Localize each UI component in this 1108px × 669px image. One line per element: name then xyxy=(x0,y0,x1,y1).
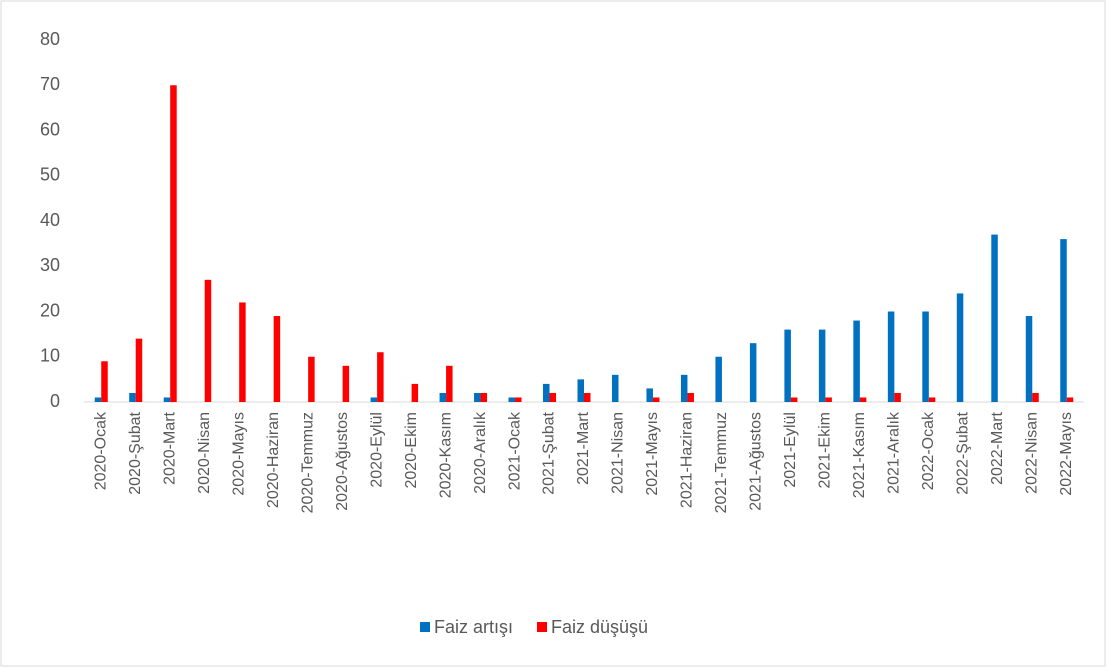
bar xyxy=(646,388,653,402)
bar xyxy=(439,392,447,402)
y-tick-label: 80 xyxy=(40,29,60,49)
x-tick-label: 2021-Ağustos xyxy=(748,412,765,511)
bar xyxy=(922,311,929,402)
bar xyxy=(94,397,102,402)
bar xyxy=(715,356,722,402)
bar xyxy=(887,311,895,402)
bar xyxy=(273,316,281,402)
bar xyxy=(894,392,901,402)
bar xyxy=(1025,316,1033,402)
bar xyxy=(135,338,143,402)
bar xyxy=(129,392,136,402)
bar xyxy=(411,383,419,402)
x-tick-label: 2021-Ekim xyxy=(817,412,834,488)
bar xyxy=(825,397,832,402)
x-tick-label: 2020-Mayıs xyxy=(230,412,247,496)
bar xyxy=(749,343,757,402)
x-tick-label: 2022-Mart xyxy=(989,411,1006,484)
x-tick-label: 2020-Kasım xyxy=(437,412,454,498)
bar xyxy=(163,397,171,402)
y-tick-label: 50 xyxy=(40,165,60,185)
legend-swatch xyxy=(420,622,430,632)
x-tick-label: 2022-Şubat xyxy=(955,411,972,494)
bar xyxy=(611,374,619,402)
bar xyxy=(790,397,798,402)
bar xyxy=(584,392,591,402)
y-tick-label: 70 xyxy=(40,74,60,94)
legend-label: Faiz artışı xyxy=(434,617,513,637)
x-tick-label: 2021-Mayıs xyxy=(644,412,661,496)
y-tick-label: 20 xyxy=(40,300,60,320)
bar xyxy=(543,383,550,402)
x-tick-label: 2020-Şubat xyxy=(127,411,144,494)
legend-label: Faiz düşüşü xyxy=(551,617,648,637)
x-tick-label: 2021-Haziran xyxy=(679,412,696,508)
bar xyxy=(515,397,522,402)
bar xyxy=(956,293,964,402)
x-tick-label: 2021-Kasım xyxy=(851,412,868,498)
x-tick-label: 2021-Mart xyxy=(575,411,592,484)
y-tick-label: 40 xyxy=(40,210,60,230)
x-tick-label: 2021-Aralık xyxy=(886,411,903,494)
x-tick-label: 2021-Temmuz xyxy=(713,412,730,513)
bar xyxy=(170,85,177,402)
y-tick-label: 0 xyxy=(50,391,60,411)
bar xyxy=(652,397,660,402)
bar xyxy=(508,397,516,402)
bar xyxy=(853,320,860,402)
x-tick-label: 2020-Mart xyxy=(161,411,178,484)
bar xyxy=(474,392,481,402)
y-tick-label: 10 xyxy=(40,346,60,366)
bar xyxy=(1060,239,1067,402)
bar xyxy=(1066,397,1074,402)
bar xyxy=(687,392,694,402)
y-tick-label: 60 xyxy=(40,119,60,139)
bar xyxy=(577,379,584,402)
bar xyxy=(239,302,246,402)
x-tick-label: 2021-Ocak xyxy=(506,411,523,490)
bar xyxy=(370,397,378,402)
legend-swatch xyxy=(537,622,548,632)
x-tick-label: 2022-Mayıs xyxy=(1058,412,1075,496)
x-tick-label: 2020-Haziran xyxy=(265,412,282,508)
x-tick-label: 2022-Ocak xyxy=(920,411,937,490)
bar xyxy=(446,365,453,402)
bar xyxy=(680,374,688,402)
x-tick-label: 2022-Nisan xyxy=(1023,412,1040,494)
x-tick-label: 2020-Ağustos xyxy=(334,412,351,511)
bar xyxy=(101,361,108,402)
x-tick-label: 2021-Eylül xyxy=(782,412,799,488)
bar xyxy=(204,279,212,402)
bar xyxy=(859,397,867,402)
x-tick-label: 2020-Nisan xyxy=(196,412,213,494)
bar xyxy=(308,356,315,402)
bar xyxy=(928,397,936,402)
x-tick-label: 2020-Ekim xyxy=(403,412,420,488)
x-tick-label: 2020-Eylül xyxy=(368,412,385,488)
bar xyxy=(991,234,998,402)
y-tick-label: 30 xyxy=(40,255,60,275)
x-tick-label: 2020-Temmuz xyxy=(299,412,316,513)
bar xyxy=(377,352,384,402)
bar xyxy=(549,392,557,402)
x-tick-label: 2021-Şubat xyxy=(541,411,558,494)
bar xyxy=(818,329,826,402)
bar xyxy=(784,329,791,402)
bar xyxy=(480,392,488,402)
x-tick-label: 2021-Nisan xyxy=(610,412,627,494)
x-tick-label: 2020-Aralık xyxy=(472,411,489,494)
bar xyxy=(1032,392,1039,402)
bar xyxy=(342,365,350,402)
x-tick-label: 2020-Ocak xyxy=(92,411,109,490)
